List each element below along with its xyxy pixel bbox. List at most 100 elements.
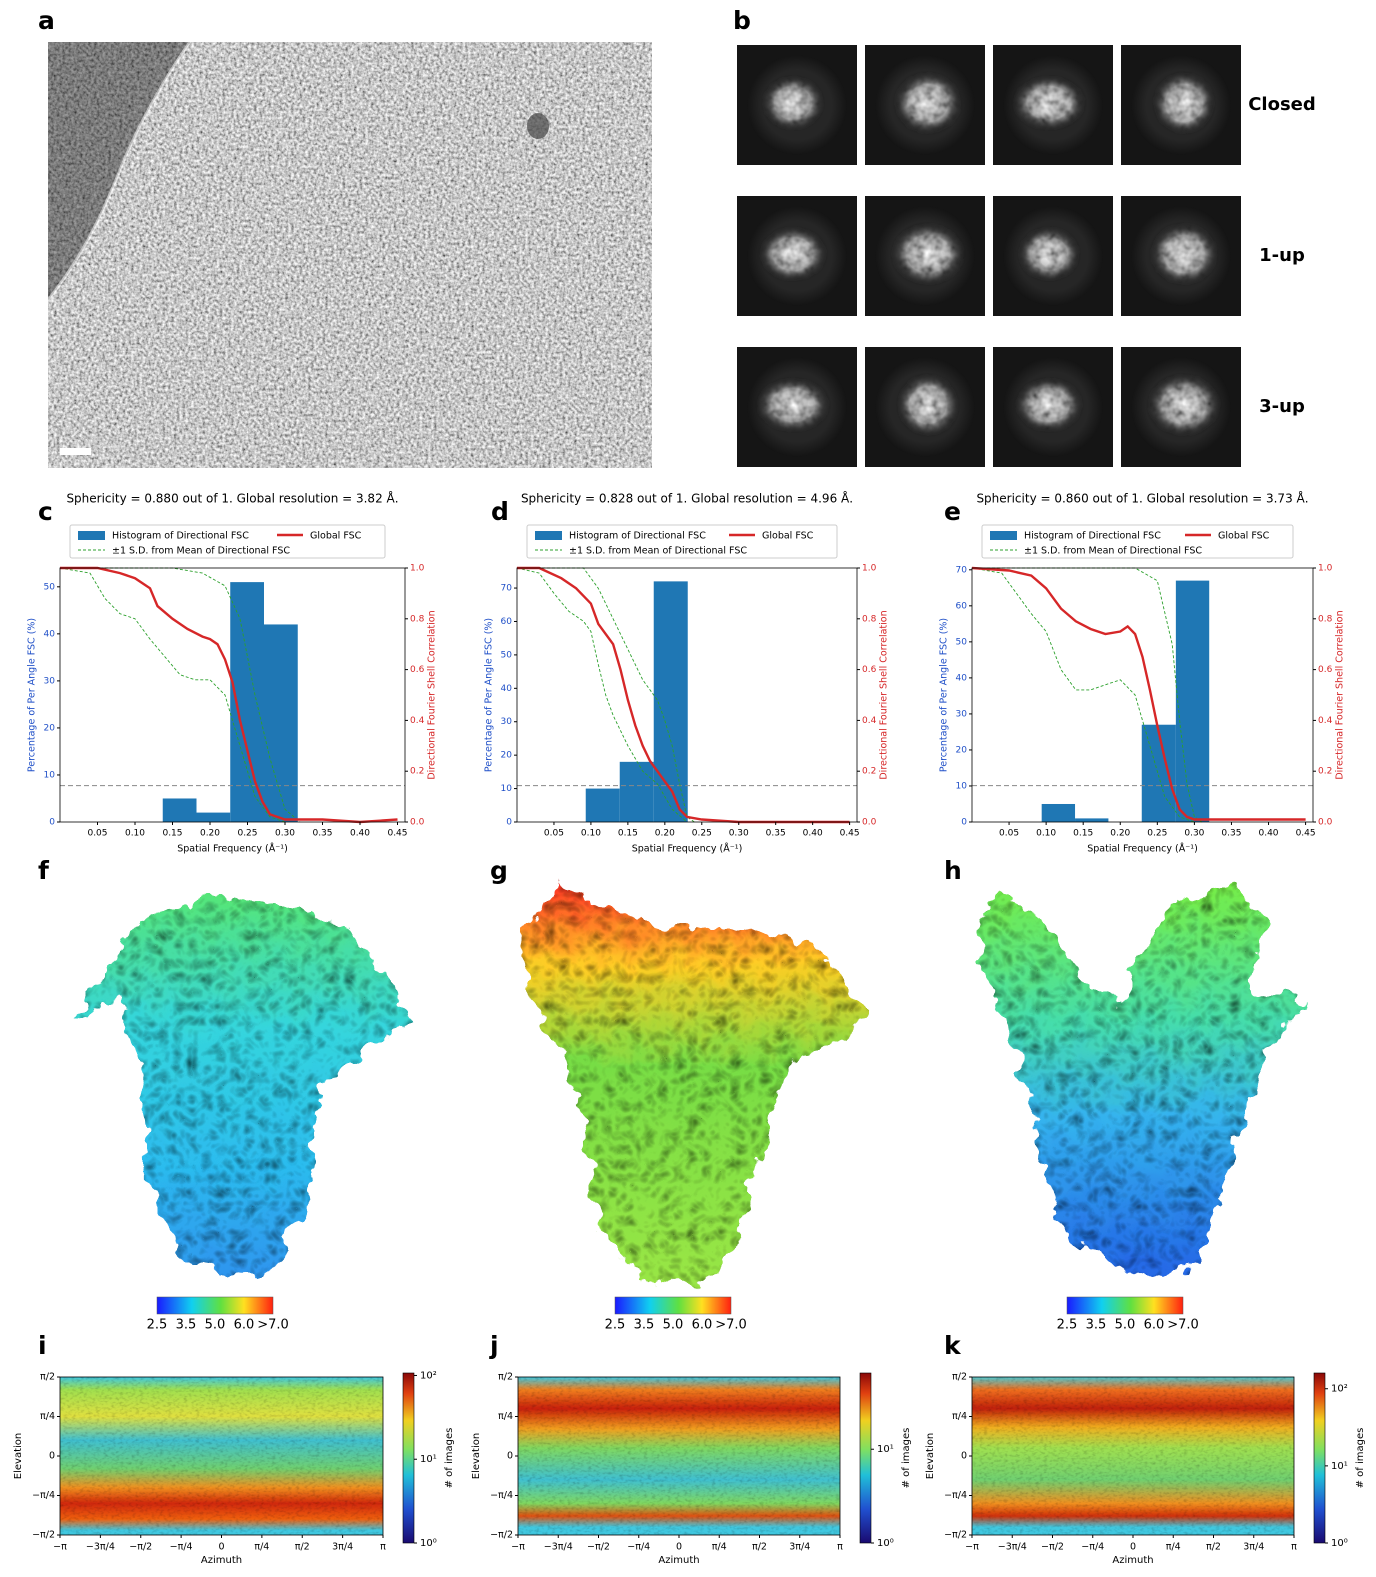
colorbar-label: 6.0 [234,1318,255,1333]
x-tick-label: 0.30 [729,829,749,839]
y2-tick-label: 0.6 [410,665,425,675]
angular-distribution [972,1377,1294,1535]
colorbar-label: 5.0 [205,1318,226,1333]
x-tick-label: 0.15 [618,829,638,839]
histogram-bar [264,624,298,822]
y2-tick-label: 0.8 [1318,614,1333,624]
x-tick-label: 0.05 [999,829,1019,839]
particle [527,113,549,139]
x-tick-label: 0.20 [1110,829,1130,839]
class-density [1147,220,1221,288]
y-tick-label: 60 [956,601,968,611]
y2-tick-label: 0.0 [862,818,877,828]
colorbar-label: 3.5 [1086,1318,1107,1333]
colorbar-label: 2.5 [1057,1318,1078,1333]
y2-tick-label: 0.8 [862,614,877,624]
colorbar-label: >7.0 [715,1318,747,1333]
x-tick-label: 0.35 [1221,829,1241,839]
plot-frame [516,567,858,823]
y2-tick-label: 1.0 [862,564,877,574]
colorbar-label: 3.5 [176,1318,197,1333]
fsc-line [60,566,398,824]
sd-line [60,567,301,823]
x-tick-label: −π/4 [1081,1542,1104,1553]
colorbar-tick-label: 10⁰ [420,1538,437,1549]
x-tick-label: π [380,1542,386,1553]
x-tick-label: 0.30 [1184,829,1204,839]
x-tick-label: 0.10 [1036,829,1056,839]
class-density [759,73,827,133]
chart-title: Sphericity = 0.880 out of 1. Global reso… [66,491,398,506]
class-density [756,224,830,284]
y2-tick-label: 0.2 [410,767,424,777]
chart-title: Sphericity = 0.828 out of 1. Global reso… [521,491,853,506]
y-tick-label: π/2 [498,1372,513,1383]
histogram-bar [1075,818,1109,822]
colorbar-label: # of images [1355,1428,1366,1489]
legend-label: Global FSC [1218,531,1270,542]
legend-label: Histogram of Directional FSC [1024,531,1161,542]
y-tick-label: 10 [44,770,56,780]
panel-label: a [38,6,55,35]
carbon-edge-line [46,41,192,301]
histogram-bar [619,761,654,822]
legend-label: Global FSC [762,531,814,542]
y2-axis-label: Directional Fourier Shell Correlation [1335,610,1346,779]
sd-line [517,567,695,823]
y2-tick-label: 0.4 [862,716,877,726]
y-tick-label: 0 [49,818,55,828]
x-tick-label: 3π/4 [1243,1542,1264,1553]
legend-label: Global FSC [310,531,362,542]
colorbar-tick-label: 10⁰ [1331,1538,1348,1549]
x-tick-label: π/4 [254,1542,269,1553]
angular-distribution [60,1377,383,1535]
angular-distribution [518,1377,840,1535]
legend-swatch [990,531,1017,540]
x-tick-label: 0 [218,1542,224,1553]
panel-label: i [38,1331,47,1360]
sd-line [972,567,1203,823]
y2-tick-label: 0.0 [1318,818,1333,828]
x-tick-label: π/4 [712,1542,727,1553]
x-tick-label: π [1291,1542,1297,1553]
histogram-bar [162,798,197,822]
class-density [753,375,833,435]
x-tick-label: −3π/4 [86,1542,115,1553]
colorbar-label: 2.5 [605,1318,626,1333]
y-tick-label: 70 [956,565,968,575]
y-tick-label: 60 [501,617,513,627]
colorbar-tick-label: 10¹ [420,1454,437,1465]
legend-box [981,524,1294,559]
resolution-colorbar [614,1296,732,1315]
fsc-line [971,566,1306,821]
legend-box [69,524,386,559]
y-axis-label: Elevation [925,1433,936,1479]
colorbar-label: >7.0 [257,1318,289,1333]
legend-label: ±1 S.D. from Mean of Directional FSC [569,546,747,557]
panel-label: h [944,856,962,885]
x-tick-label: −π [965,1542,979,1553]
x-tick-label: −3π/4 [544,1542,573,1553]
x-tick-label: 0.15 [162,829,182,839]
micrograph [48,42,652,468]
resolution-colorbar [156,1296,274,1315]
y-tick-label: π/4 [952,1411,967,1422]
legend-label: ±1 S.D. from Mean of Directional FSC [112,546,290,557]
class-label: Closed [1248,94,1316,115]
colorbar-label: 5.0 [663,1318,684,1333]
y2-tick-label: 0.2 [1318,767,1332,777]
x-tick-label: −π [511,1542,525,1553]
legend-label: ±1 S.D. from Mean of Directional FSC [1024,546,1202,557]
x-tick-label: π/2 [752,1542,767,1553]
x-axis-label: Azimuth [658,1555,699,1566]
y-tick-label: π/4 [40,1411,55,1422]
y-axis-label: Percentage of Per Angle FSC (%) [484,618,495,772]
colorbar-label: 6.0 [692,1318,713,1333]
x-tick-label: −π/2 [129,1542,152,1553]
panel-label: f [38,856,50,885]
y2-tick-label: 0.2 [862,767,876,777]
x-axis-label: Spatial Frequency (Å⁻¹) [1087,843,1198,855]
sd-line [971,567,1195,823]
x-tick-label: 0.25 [1147,829,1167,839]
